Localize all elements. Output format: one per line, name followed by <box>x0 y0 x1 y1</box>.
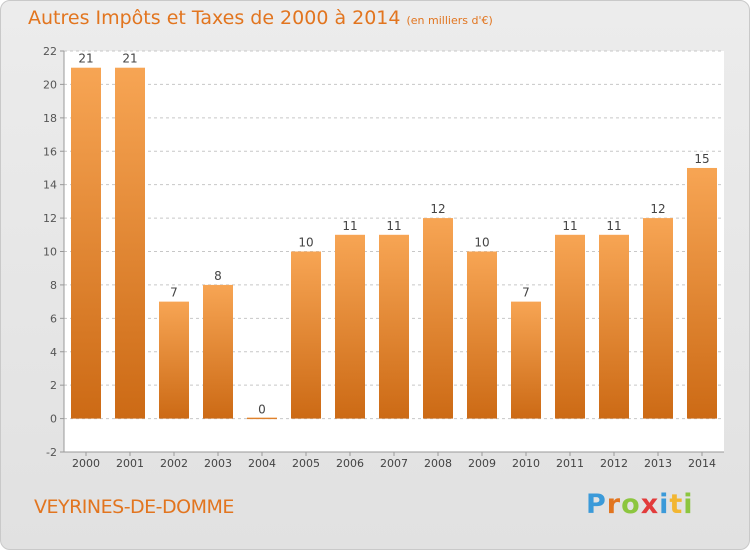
x-tick-label-2001: 2001 <box>116 457 144 470</box>
y-axis-ticks: -2 0 2 4 6 8 10 12 14 16 18 20 22 <box>43 45 64 459</box>
bars <box>71 67 717 420</box>
data-label-2003: 8 <box>214 269 222 283</box>
y-tick-label: 20 <box>43 78 57 91</box>
data-label-2014: 15 <box>694 152 709 166</box>
x-tick-label-2000: 2000 <box>72 457 100 470</box>
bar-2000 <box>71 67 101 419</box>
logo-letter: t <box>669 489 684 520</box>
y-tick-label: 0 <box>50 413 57 426</box>
chart-title-text: Autres Impôts et Taxes de 2000 à 2014 <box>28 7 401 29</box>
data-label-2013: 12 <box>650 202 665 216</box>
chart-title: Autres Impôts et Taxes de 2000 à 2014 (en… <box>28 7 493 29</box>
y-tick-label: -2 <box>46 446 57 459</box>
logo-letter: o <box>621 489 641 520</box>
y-tick-label: 8 <box>50 279 57 292</box>
x-tick-label-2004: 2004 <box>248 457 276 470</box>
y-tick-label: 22 <box>43 45 57 58</box>
y-tick-label: 12 <box>43 212 57 225</box>
y-tick-label: 4 <box>50 346 57 359</box>
logo-letter: x <box>640 489 660 520</box>
x-axis-ticks: 2000 2001 2002 2003 2004 2005 2006 2007 2008 2009… <box>72 452 716 470</box>
data-label-2012: 11 <box>606 219 621 233</box>
x-tick-label-2013: 2013 <box>644 457 672 470</box>
logo-letter: r <box>606 489 622 520</box>
data-label-2011: 11 <box>562 219 577 233</box>
x-tick-label-2009: 2009 <box>468 457 496 470</box>
x-tick-label-2006: 2006 <box>336 457 364 470</box>
bar-2004 <box>247 417 277 420</box>
x-tick-label-2012: 2012 <box>600 457 628 470</box>
bar-2010 <box>511 301 541 419</box>
x-tick-label-2010: 2010 <box>512 457 540 470</box>
x-tick-label-2008: 2008 <box>424 457 452 470</box>
y-tick-label: 16 <box>43 145 57 158</box>
y-tick-label: 18 <box>43 112 57 125</box>
data-label-2008: 12 <box>430 202 445 216</box>
bar-2002 <box>159 301 189 419</box>
data-label-2007: 11 <box>386 219 401 233</box>
bar-2013 <box>643 218 673 419</box>
chart-subtitle: (en milliers d'€) <box>406 14 493 27</box>
x-tick-label-2005: 2005 <box>292 457 320 470</box>
x-tick-label-2002: 2002 <box>160 457 188 470</box>
y-tick-label: 6 <box>50 312 57 325</box>
proxiti-logo: Proxiti <box>586 489 694 520</box>
x-tick-label-2003: 2003 <box>204 457 232 470</box>
bar-2009 <box>467 251 497 419</box>
bar-2005 <box>291 251 321 419</box>
y-tick-label: 14 <box>43 179 57 192</box>
data-label-2005: 10 <box>298 236 313 250</box>
data-label-2009: 10 <box>474 236 489 250</box>
bar-2012 <box>599 234 629 419</box>
data-label-2000: 21 <box>78 52 93 66</box>
commune-name: VEYRINES-DE-DOMME <box>34 496 234 518</box>
x-tick-label-2014: 2014 <box>688 457 716 470</box>
data-label-2006: 11 <box>342 219 357 233</box>
x-tick-label-2007: 2007 <box>380 457 408 470</box>
logo-letter: i <box>683 489 694 520</box>
x-tick-label-2011: 2011 <box>556 457 584 470</box>
bar-2011 <box>555 234 585 419</box>
bar-2006 <box>335 234 365 419</box>
data-labels: 21 21 7 8 0 10 11 11 12 10 7 11 11 12 15 <box>78 52 709 417</box>
y-tick-label: 2 <box>50 379 57 392</box>
data-label-2004: 0 <box>258 403 266 417</box>
bar-2008 <box>423 218 453 419</box>
logo-letter: P <box>586 489 607 520</box>
data-label-2001: 21 <box>122 52 137 66</box>
data-label-2002: 7 <box>170 286 178 300</box>
data-label-2010: 7 <box>522 286 530 300</box>
bar-2003 <box>203 284 233 419</box>
y-tick-label: 10 <box>43 246 57 259</box>
bar-2014 <box>687 167 717 419</box>
bar-2001 <box>115 67 145 419</box>
logo-letter: i <box>659 489 670 520</box>
bar-2007 <box>379 234 409 419</box>
